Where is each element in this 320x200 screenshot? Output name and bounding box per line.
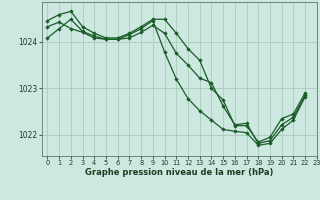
X-axis label: Graphe pression niveau de la mer (hPa): Graphe pression niveau de la mer (hPa) <box>85 168 273 177</box>
